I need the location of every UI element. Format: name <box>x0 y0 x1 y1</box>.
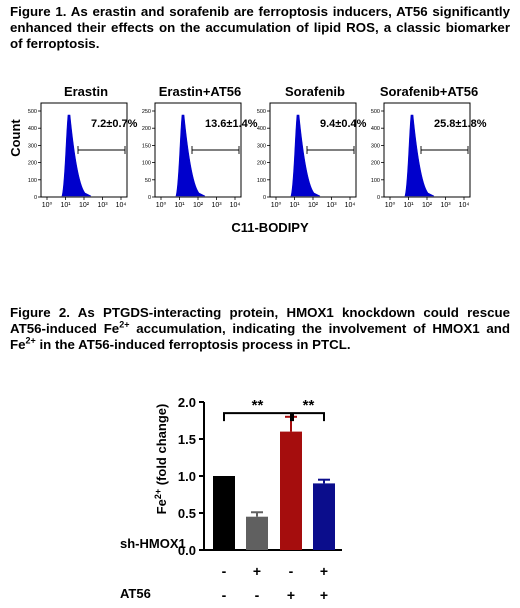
significance-label: ** <box>252 397 264 414</box>
caption-text: Figure 2. As PTGDS-interacting protein, … <box>10 305 510 337</box>
y-tick-label: 200 <box>28 161 37 167</box>
y-tick-label: 50 <box>145 178 151 184</box>
y-tick-label: 0 <box>148 195 151 201</box>
x-tick-label: 10² <box>79 202 90 209</box>
y-tick-label: 200 <box>142 126 151 132</box>
x-tick-label: 10⁰ <box>385 201 396 209</box>
panel-title: Erastin <box>64 84 108 99</box>
x-tick-label: 10¹ <box>60 202 71 209</box>
sh-hmox1-sign: + <box>320 563 328 579</box>
y-tick-label: 500 <box>28 109 37 115</box>
x-tick-label: 10⁴ <box>116 202 127 209</box>
x-tick-label: 10⁰ <box>271 201 282 209</box>
gate-percent-label: 13.6±1.4% <box>205 118 258 130</box>
figure1-caption: Figure 1. As erastin and sorafenib are f… <box>10 4 510 52</box>
histogram-shape <box>290 114 321 197</box>
y-tick-label: 100 <box>371 178 380 184</box>
x-tick-label: 10² <box>193 202 204 209</box>
panel-title: Sorafenib <box>285 84 345 99</box>
fe2-bar-chart: 0.0 0.5 1.0 1.5 2.0 - - + - - + + + ** ** Fe2+ (fold … <box>120 395 342 603</box>
y-tick-label: 400 <box>371 126 380 132</box>
y-tick-label: 0 <box>34 195 37 201</box>
x-tick-label: 10¹ <box>403 202 414 209</box>
x-tick-label: 10⁴ <box>459 202 470 209</box>
bar <box>213 476 235 550</box>
histogram-panel: Erastin 0 100 200 300 400 500 10⁰ 10¹ 10² 10³ 10⁴ 7.… <box>28 84 138 209</box>
sh-hmox1-sign: - <box>289 563 294 579</box>
y-tick-label: 300 <box>28 143 37 149</box>
sh-hmox1-row-label: sh-HMOX1 <box>120 536 186 551</box>
y-tick-label: 100 <box>28 178 37 184</box>
y-tick-label: 0.5 <box>178 506 196 521</box>
x-tick-label: 10⁴ <box>230 202 241 209</box>
histogram-shape <box>175 114 206 197</box>
histogram-panel: Sorafenib+AT56 0 100 200 300 400 500 10⁰ 10¹ 10² 1… <box>371 84 487 209</box>
caption-text: accumulation, indicating the involvement… <box>10 321 510 353</box>
bar <box>246 516 268 550</box>
y-tick-label: 1.5 <box>178 432 196 447</box>
histogram-shape <box>404 114 435 197</box>
at56-sign: + <box>287 587 295 603</box>
y-tick-label: 400 <box>28 126 37 132</box>
x-tick-label: 10⁰ <box>156 201 167 209</box>
panel-title: Sorafenib+AT56 <box>380 84 478 99</box>
y-tick-label: 1.0 <box>178 469 196 484</box>
y-tick-label: 0 <box>263 195 266 201</box>
y-tick-label: 400 <box>257 126 266 132</box>
significance-bracket <box>223 412 292 422</box>
gate-percent-label: 7.2±0.7% <box>91 118 138 130</box>
histogram-shape <box>61 114 92 197</box>
y-tick-label: 500 <box>371 109 380 115</box>
y-tick-label: 2.0 <box>178 395 196 410</box>
x-tick-label: 10³ <box>211 202 222 209</box>
bar <box>280 431 302 550</box>
at56-sign: + <box>320 587 328 603</box>
y-tick-label: 200 <box>371 161 380 167</box>
y-tick-label: 500 <box>257 109 266 115</box>
at56-sign: - <box>222 587 227 603</box>
y-tick-label: 250 <box>142 109 151 115</box>
y-tick-label: 300 <box>371 143 380 149</box>
at56-sign: - <box>255 587 260 603</box>
gate-percent-label: 25.8±1.8% <box>434 118 487 130</box>
histogram-panel: Sorafenib 0 100 200 300 400 500 10⁰ 10¹ 10² 10³ 10⁴… <box>257 84 367 209</box>
y-tick-label: 100 <box>257 178 266 184</box>
sh-hmox1-sign: - <box>222 563 227 579</box>
x-tick-label: 10² <box>308 202 319 209</box>
caption-superscript: 2+ <box>119 319 130 330</box>
x-tick-label: 10¹ <box>174 202 185 209</box>
figure2-caption: Figure 2. As PTGDS-interacting protein, … <box>10 305 510 354</box>
y-tick-label: 0 <box>377 195 380 201</box>
x-tick-label: 10⁰ <box>42 201 53 209</box>
x-tick-label: 10² <box>422 202 433 209</box>
y-tick-label: 100 <box>142 161 151 167</box>
panel-title: Erastin+AT56 <box>159 84 242 99</box>
gate-percent-label: 9.4±0.4% <box>320 118 367 130</box>
y-tick-label: 0.0 <box>178 543 196 558</box>
x-tick-label: 10¹ <box>289 202 300 209</box>
x-tick-label: 10⁴ <box>345 202 356 209</box>
significance-bracket <box>292 412 325 422</box>
c11-bodipy-axis-label: C11-BODIPY <box>231 220 309 235</box>
caption-superscript: 2+ <box>25 335 36 346</box>
x-tick-label: 10³ <box>97 202 108 209</box>
x-tick-label: 10³ <box>326 202 337 209</box>
histogram-panel: Erastin+AT56 0 50 100 150 200 250 10⁰ 10¹ 10² 10³ 1… <box>142 84 258 209</box>
fe2-axis-label: Fe2+ (fold change) <box>153 404 169 515</box>
y-tick-label: 150 <box>142 143 151 149</box>
y-tick-label: 200 <box>257 161 266 167</box>
sh-hmox1-sign: + <box>253 563 261 579</box>
x-tick-label: 10³ <box>440 202 451 209</box>
bar <box>313 483 335 550</box>
count-axis-label: Count <box>8 119 23 157</box>
caption-text: in the AT56-induced ferroptosis process … <box>35 337 351 353</box>
significance-label: ** <box>303 397 315 414</box>
at56-row-label: AT56 <box>120 586 151 601</box>
y-tick-label: 300 <box>257 143 266 149</box>
